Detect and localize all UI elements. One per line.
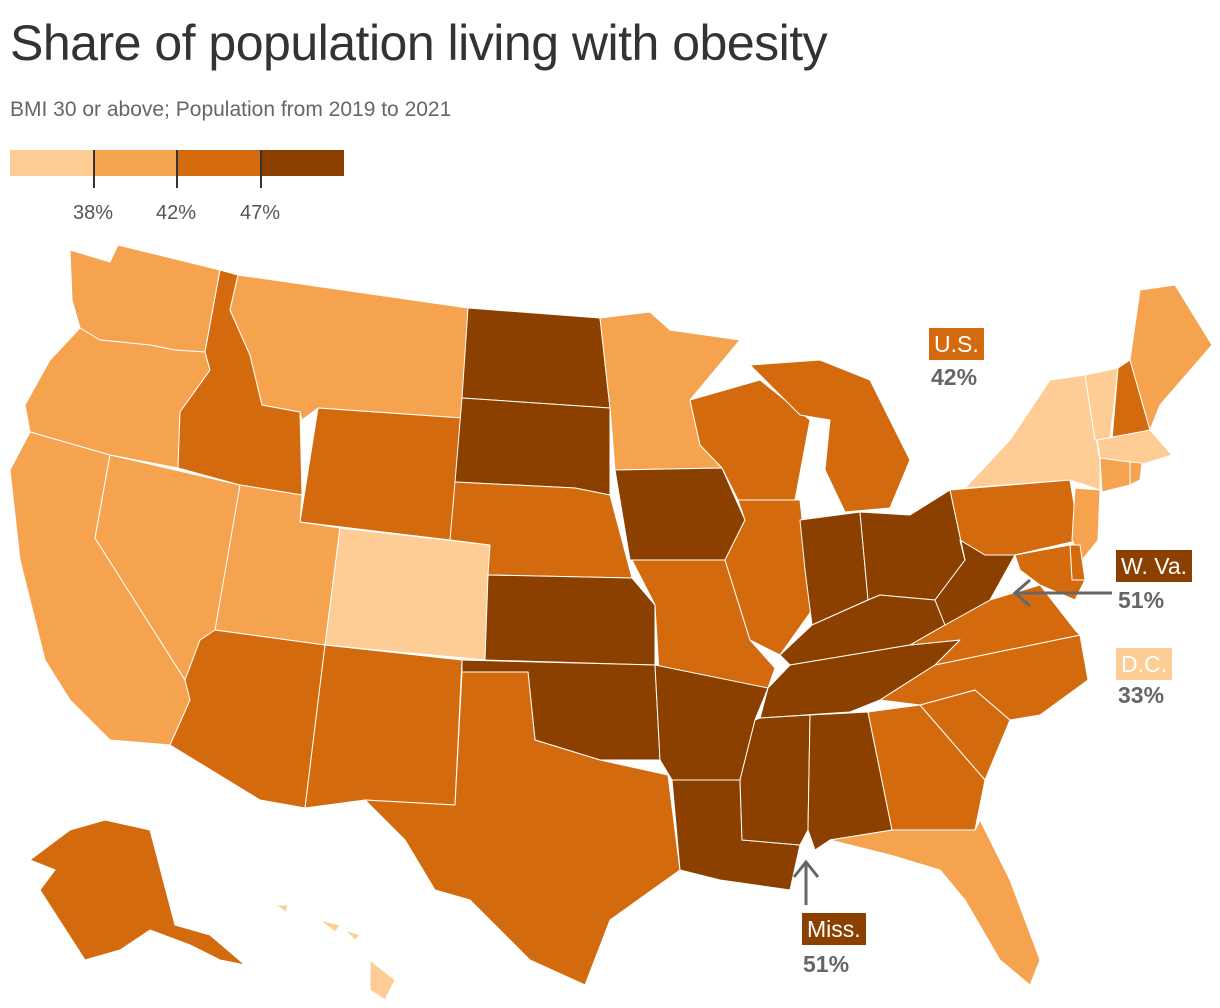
legend-swatch-2 xyxy=(93,150,177,176)
state-south-dakota[interactable] xyxy=(454,397,611,496)
miss-callout-label: Miss. xyxy=(802,913,866,945)
state-texas[interactable] xyxy=(364,671,681,986)
callout-arrows xyxy=(792,578,1112,905)
state-new-mexico[interactable] xyxy=(304,644,463,809)
state-new-york[interactable] xyxy=(964,374,1101,491)
legend-tick-1 xyxy=(93,150,95,188)
state-illinois[interactable] xyxy=(724,499,813,656)
state-kansas[interactable] xyxy=(484,574,656,666)
chart-title: Share of population living with obesity xyxy=(10,15,828,71)
us-callout-value: 42% xyxy=(931,364,978,390)
state-colorado[interactable] xyxy=(324,527,491,661)
legend-tick-3 xyxy=(260,150,262,188)
state-massachusetts[interactable] xyxy=(1096,429,1173,466)
state-maryland[interactable] xyxy=(1014,544,1086,601)
state-wyoming[interactable] xyxy=(299,407,463,541)
dc-callout-label: D.C. xyxy=(1116,648,1172,680)
state-new-jersey[interactable] xyxy=(1071,487,1101,561)
chart-subtitle: BMI 30 or above; Population from 2019 to… xyxy=(10,98,452,121)
dc-callout-value: 33% xyxy=(1118,682,1165,708)
us-callout-label: U.S. xyxy=(929,328,984,360)
legend-tick-2 xyxy=(176,150,178,188)
legend-swatch-4 xyxy=(260,150,344,176)
state-north-dakota[interactable] xyxy=(461,307,611,409)
state-alaska[interactable] xyxy=(29,819,246,966)
miss-callout-value: 51% xyxy=(803,951,850,977)
wva-callout-label: W. Va. xyxy=(1116,550,1193,582)
miss-arrow xyxy=(792,859,820,905)
state-arizona[interactable] xyxy=(169,629,326,809)
state-rhode-island[interactable] xyxy=(1129,461,1143,486)
state-pennsylvania[interactable] xyxy=(949,479,1081,561)
legend-label-47: 47% xyxy=(239,202,281,224)
state-montana[interactable] xyxy=(229,274,469,421)
legend-swatch-3 xyxy=(177,150,261,176)
wva-callout-value: 51% xyxy=(1118,587,1165,613)
legend-label-38: 38% xyxy=(72,202,114,224)
legend-label-42: 42% xyxy=(155,202,197,224)
wva-arrow xyxy=(1012,578,1112,608)
state-north-carolina[interactable] xyxy=(879,634,1089,721)
state-florida[interactable] xyxy=(829,819,1041,986)
state-connecticut[interactable] xyxy=(1099,457,1131,493)
state-iowa[interactable] xyxy=(614,467,746,561)
state-hawaii[interactable] xyxy=(275,904,396,1001)
us-map xyxy=(9,244,1213,1001)
color-legend: 38% 42% 47% xyxy=(10,150,344,224)
legend-swatch-1 xyxy=(10,150,94,176)
state-michigan[interactable] xyxy=(749,359,911,513)
